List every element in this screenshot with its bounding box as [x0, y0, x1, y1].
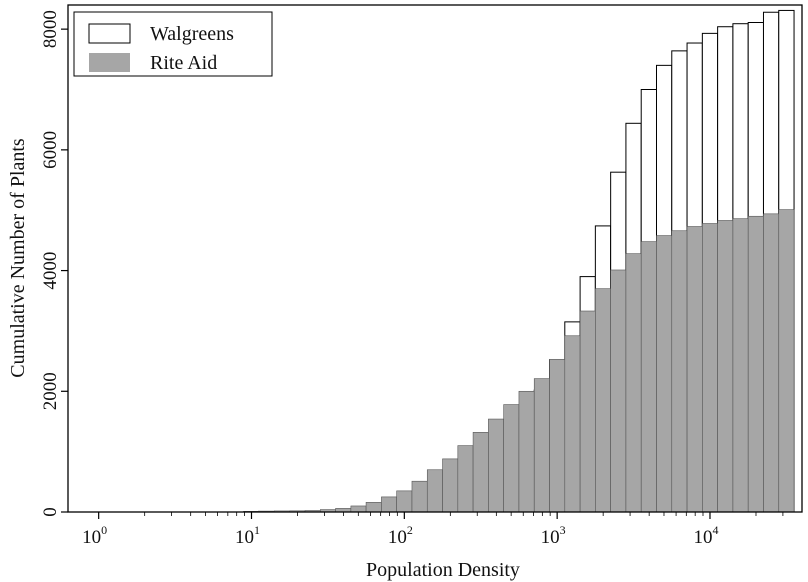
rite-aid-bar [442, 458, 459, 513]
y-tick-label: 2000 [40, 372, 61, 410]
x-axis-title: Population Density [366, 559, 520, 581]
rite-aid-bar [365, 502, 382, 513]
rite-aid-bar [656, 235, 673, 513]
rite-aid-bar [472, 432, 489, 513]
x-tick-label: 102 [388, 523, 413, 548]
rite-aid-bar [579, 310, 596, 513]
y-tick-label: 8000 [40, 10, 61, 48]
rite-aid-bar [702, 223, 718, 513]
rite-aid-bar [732, 218, 749, 513]
rite-aid-bar [595, 288, 611, 513]
y-tick-label: 4000 [40, 252, 61, 290]
rite-aid-bar [671, 230, 688, 513]
rite-aid-bar [549, 358, 566, 513]
legend-label-rite-aid: Rite Aid [150, 52, 217, 74]
rite-aid-bar [381, 496, 397, 513]
x-tick-label: 104 [693, 523, 718, 548]
rite-aid-bars [243, 209, 795, 513]
x-tick-label: 101 [235, 523, 260, 548]
rite-aid-bar [411, 480, 428, 513]
rite-aid-bar [457, 445, 474, 513]
legend: Walgreens Rite Aid [73, 11, 273, 77]
y-axis-title: Cumulative Number of Plants [7, 138, 29, 378]
y-tick-label: 0 [40, 507, 61, 517]
y-tick-label: 6000 [40, 131, 61, 169]
rite-aid-bar [488, 418, 504, 513]
legend-swatch-rite-aid [89, 53, 130, 72]
rite-aid-bar [625, 253, 642, 513]
rite-aid-bar [610, 269, 627, 513]
rite-aid-bar [396, 490, 413, 513]
rite-aid-bar [564, 335, 581, 513]
rite-aid-bar [503, 404, 520, 513]
rite-aid-bar [686, 226, 703, 513]
rite-aid-bar [763, 213, 780, 513]
rite-aid-bar [518, 390, 535, 513]
rite-aid-bar [350, 505, 367, 513]
x-axis: 100 101 102 103 104 [82, 512, 784, 548]
y-axis: 0 2000 4000 6000 8000 [40, 10, 68, 517]
rite-aid-bar [640, 241, 657, 513]
rite-aid-bar [533, 378, 550, 513]
rite-aid-bar [717, 220, 734, 513]
rite-aid-bar [778, 209, 795, 513]
rite-aid-bar [747, 215, 764, 513]
legend-swatch-walgreens [88, 23, 131, 44]
x-tick-label: 100 [82, 523, 107, 548]
plot-frame [67, 4, 803, 513]
rite-aid-bar [426, 469, 443, 513]
legend-label-walgreens: Walgreens [150, 23, 234, 45]
x-tick-label: 103 [541, 523, 566, 548]
